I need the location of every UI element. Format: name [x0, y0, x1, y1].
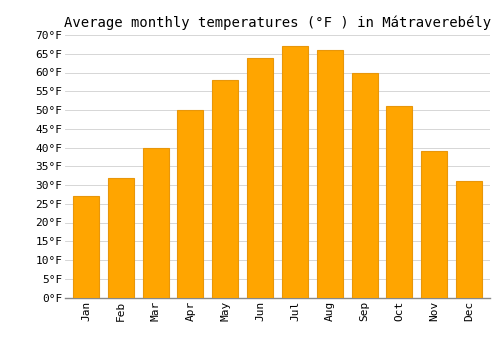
Bar: [212, 80, 238, 298]
Bar: [108, 177, 134, 298]
Bar: [421, 151, 448, 298]
Bar: [352, 72, 378, 298]
Bar: [456, 181, 482, 298]
Bar: [178, 110, 204, 298]
Bar: [282, 46, 308, 298]
Bar: [142, 147, 169, 298]
Bar: [316, 50, 343, 298]
Title: Average monthly temperatures (°F ) in Mátraverebély: Average monthly temperatures (°F ) in Má…: [64, 15, 491, 30]
Bar: [247, 57, 273, 298]
Bar: [73, 196, 99, 298]
Bar: [386, 106, 412, 298]
